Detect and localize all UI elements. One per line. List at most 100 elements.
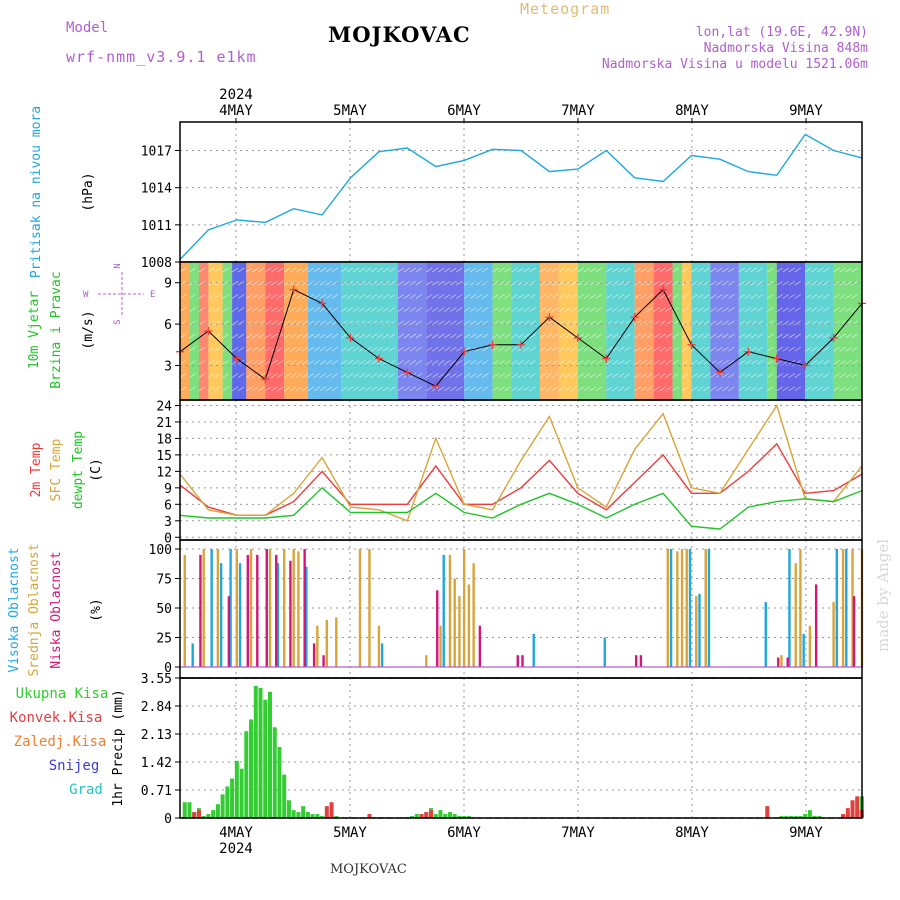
wind-barb (564, 307, 572, 312)
wind-barb (595, 307, 603, 312)
total-rain-bar (291, 810, 296, 818)
wind-barb (307, 360, 315, 365)
wind-barb (606, 294, 613, 299)
wind-barb (214, 360, 221, 365)
wind-barb (697, 320, 704, 326)
mid-cloud-bar (268, 549, 272, 667)
wind-barb (804, 307, 812, 312)
wind-barb (346, 280, 354, 286)
precip-ylabel: 1hr Precip (mm) (111, 689, 126, 806)
wind-barb (456, 333, 463, 339)
wind-barb (845, 346, 852, 352)
wind-barb (346, 267, 354, 273)
wind-barb (794, 267, 801, 273)
wind-barb (517, 333, 524, 339)
low-cloud-bar (227, 596, 231, 667)
wind-barb (313, 360, 321, 365)
wind-barb (511, 294, 518, 299)
wind-barb (198, 294, 206, 299)
wind-barb (403, 333, 411, 339)
wind-barb (691, 333, 698, 339)
wind-speed-band (672, 262, 683, 400)
wind-barb (370, 386, 378, 392)
wind-barb (545, 267, 553, 273)
wind-barb (851, 280, 858, 286)
wind-barb (816, 267, 824, 273)
wind-barb (252, 373, 259, 378)
wind-barb (624, 294, 631, 299)
wind-speed-band (180, 262, 190, 400)
wind-barb (577, 294, 585, 299)
wind-barb (301, 320, 309, 326)
wind-barb (498, 360, 505, 365)
wind-barb (640, 267, 647, 273)
wind-barb (456, 294, 463, 299)
wind-barb (504, 280, 511, 286)
wind-barb (653, 346, 660, 352)
wind-barb (728, 386, 735, 392)
total-rain-bar (225, 786, 230, 818)
wind-barb (340, 333, 348, 339)
wind-barb (376, 333, 384, 339)
wind-barb (646, 360, 653, 365)
wind-barb (444, 333, 451, 339)
top-year-label: 2024 (219, 87, 253, 103)
wind-speed-band (189, 262, 199, 400)
wind-barb (681, 373, 689, 378)
wind-barb (403, 386, 411, 392)
wind-barb (438, 307, 445, 312)
wind-barb (517, 280, 524, 286)
wind-barb (231, 294, 239, 299)
wind-speed-band (738, 262, 768, 400)
wind-barb (517, 360, 524, 365)
wind-barb (271, 373, 278, 378)
wind-barb (340, 360, 348, 365)
wind-barb (804, 373, 812, 378)
wind-barb (665, 360, 672, 365)
wind-barb (697, 294, 704, 299)
wind-barb (301, 294, 309, 299)
wind-barb (237, 386, 245, 392)
wind-barb (189, 373, 196, 378)
wind-barb (618, 386, 625, 392)
wind-barb (492, 346, 499, 352)
wind-barb (750, 267, 758, 273)
wind-barb (438, 386, 445, 392)
wind-barb (738, 360, 746, 365)
wind-barb (456, 307, 463, 312)
wind-barb (839, 267, 846, 273)
wind-barb (558, 333, 566, 339)
wind-barb (331, 360, 339, 365)
wind-barb (606, 386, 613, 392)
wind-barb (295, 267, 303, 273)
wind-barb (252, 267, 259, 273)
wind-barb (659, 333, 666, 339)
wind-barb (646, 373, 653, 378)
wind-barb (750, 373, 758, 378)
wind-barb (246, 346, 253, 352)
wind-barb (283, 373, 291, 378)
wind-barb (450, 346, 457, 352)
wind-barb (331, 294, 339, 299)
wind-barb (839, 373, 846, 378)
wind-barb (265, 294, 272, 299)
wind-barb (691, 386, 698, 392)
wind-barb (313, 346, 321, 352)
wind-barb (358, 373, 366, 378)
wind-barb (475, 294, 483, 299)
high-cloud-bar (305, 566, 308, 667)
wind-barb (198, 307, 206, 312)
bottom-date-label: 5MAY (333, 825, 367, 841)
wind-barb (551, 373, 559, 378)
wind-barb (301, 307, 309, 312)
compass-west-label: W (83, 290, 89, 300)
wind-barb (681, 386, 689, 392)
clouds-ytick-label: 50 (156, 602, 172, 617)
wind-barb (653, 333, 660, 339)
wind-barb (504, 307, 511, 312)
mid-cloud-bar (425, 655, 428, 667)
wind-barb (346, 294, 354, 299)
wind-barb (498, 280, 505, 286)
wind-barb (646, 386, 653, 392)
wind-barb (551, 267, 559, 273)
